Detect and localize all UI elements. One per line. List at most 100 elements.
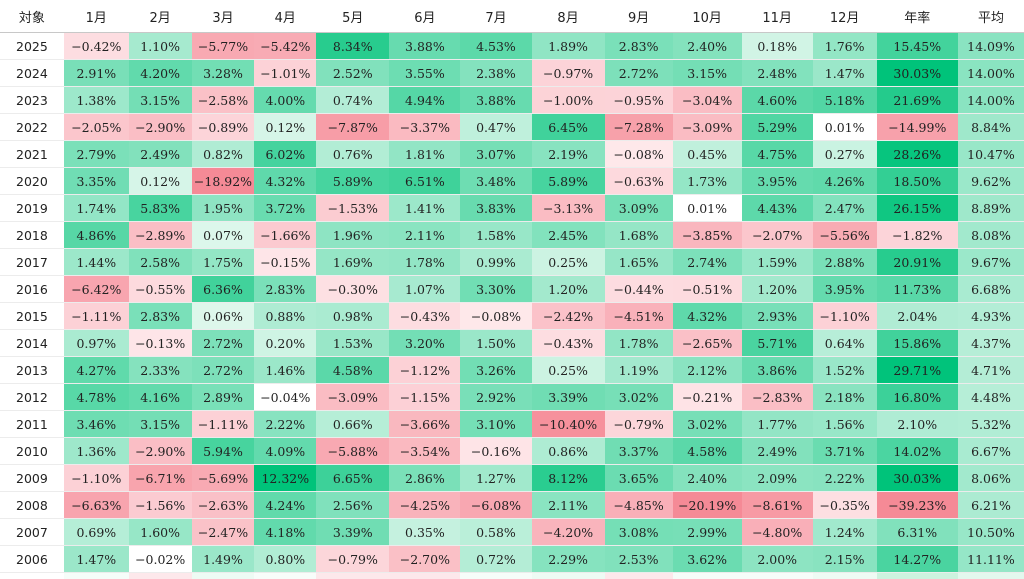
cell-annual: 30.03% bbox=[877, 60, 958, 87]
year-label: 2020 bbox=[0, 168, 64, 195]
year-label: 2025 bbox=[0, 33, 64, 60]
cell-jul: −0.16% bbox=[460, 438, 531, 465]
cell-mar: 1.49% bbox=[192, 546, 255, 573]
cell-mar: 2.72% bbox=[192, 357, 255, 384]
cell-dec: 2.15% bbox=[813, 546, 877, 573]
cell-sep: −7.28% bbox=[605, 114, 673, 141]
cell-oct: −3.04% bbox=[673, 87, 742, 114]
cell-jul: 3.88% bbox=[460, 87, 531, 114]
cell-feb: −2.90% bbox=[129, 114, 192, 141]
cutoff-cell bbox=[460, 573, 531, 579]
cell-oct: −3.09% bbox=[673, 114, 742, 141]
cell-jan: 4.27% bbox=[64, 357, 129, 384]
cell-aug: −1.00% bbox=[532, 87, 605, 114]
cell-sep: 2.53% bbox=[605, 546, 673, 573]
cell-jul: 4.53% bbox=[460, 33, 531, 60]
cell-jul: 0.72% bbox=[460, 546, 531, 573]
cell-aug: 0.25% bbox=[532, 357, 605, 384]
cell-jan: −2.05% bbox=[64, 114, 129, 141]
cell-may: 1.69% bbox=[316, 249, 389, 276]
year-label: 2011 bbox=[0, 411, 64, 438]
cell-nov: 2.49% bbox=[742, 438, 813, 465]
cell-jan: 1.44% bbox=[64, 249, 129, 276]
cell-apr: 4.09% bbox=[254, 438, 316, 465]
cell-oct: 2.99% bbox=[673, 519, 742, 546]
cell-mar: 0.82% bbox=[192, 141, 255, 168]
cell-oct: 2.40% bbox=[673, 465, 742, 492]
cell-apr: 1.46% bbox=[254, 357, 316, 384]
cutoff-cell bbox=[389, 573, 460, 579]
cell-may: −3.09% bbox=[316, 384, 389, 411]
cell-annual: 20.91% bbox=[877, 249, 958, 276]
cell-oct: 4.58% bbox=[673, 438, 742, 465]
table-row: 2015−1.11%2.83%0.06%0.88%0.98%−0.43%−0.0… bbox=[0, 303, 1024, 330]
cell-nov: 2.00% bbox=[742, 546, 813, 573]
cell-nov: −4.80% bbox=[742, 519, 813, 546]
cell-may: 0.66% bbox=[316, 411, 389, 438]
cell-sep: −0.44% bbox=[605, 276, 673, 303]
cell-aug: 2.29% bbox=[532, 546, 605, 573]
year-label: 2015 bbox=[0, 303, 64, 330]
cell-average: 14.00% bbox=[958, 60, 1024, 87]
cell-nov: 4.75% bbox=[742, 141, 813, 168]
cell-may: 4.58% bbox=[316, 357, 389, 384]
cell-aug: 3.39% bbox=[532, 384, 605, 411]
cell-oct: −2.65% bbox=[673, 330, 742, 357]
cell-oct: 1.73% bbox=[673, 168, 742, 195]
header-jul: 7月 bbox=[460, 0, 531, 33]
cell-annual: 2.04% bbox=[877, 303, 958, 330]
header-jan: 1月 bbox=[64, 0, 129, 33]
cell-jan: 3.35% bbox=[64, 168, 129, 195]
cell-jul: 1.58% bbox=[460, 222, 531, 249]
cell-feb: −1.56% bbox=[129, 492, 192, 519]
cell-annual: 15.45% bbox=[877, 33, 958, 60]
cell-nov: 3.86% bbox=[742, 357, 813, 384]
header-dec: 12月 bbox=[813, 0, 877, 33]
cell-sep: 1.68% bbox=[605, 222, 673, 249]
cell-jun: 6.51% bbox=[389, 168, 460, 195]
cell-jan: −6.63% bbox=[64, 492, 129, 519]
cell-nov: −2.07% bbox=[742, 222, 813, 249]
cell-dec: −0.35% bbox=[813, 492, 877, 519]
cell-jun: 1.41% bbox=[389, 195, 460, 222]
cell-jan: 1.74% bbox=[64, 195, 129, 222]
cell-jun: 4.94% bbox=[389, 87, 460, 114]
cell-annual: 28.26% bbox=[877, 141, 958, 168]
cell-oct: −3.85% bbox=[673, 222, 742, 249]
cell-oct: 2.74% bbox=[673, 249, 742, 276]
cell-may: −7.87% bbox=[316, 114, 389, 141]
cell-average: 4.37% bbox=[958, 330, 1024, 357]
cell-aug: 2.19% bbox=[532, 141, 605, 168]
cell-average: 10.50% bbox=[958, 519, 1024, 546]
cell-aug: 0.86% bbox=[532, 438, 605, 465]
cell-jul: −6.08% bbox=[460, 492, 531, 519]
year-label: 2006 bbox=[0, 546, 64, 573]
cell-sep: −0.08% bbox=[605, 141, 673, 168]
cell-annual: 30.03% bbox=[877, 465, 958, 492]
cell-annual: 11.73% bbox=[877, 276, 958, 303]
cell-nov: 4.43% bbox=[742, 195, 813, 222]
cell-mar: 0.07% bbox=[192, 222, 255, 249]
header-jun: 6月 bbox=[389, 0, 460, 33]
cell-jul: −0.08% bbox=[460, 303, 531, 330]
cell-apr: −1.01% bbox=[254, 60, 316, 87]
cell-mar: −5.69% bbox=[192, 465, 255, 492]
cell-mar: 5.94% bbox=[192, 438, 255, 465]
cell-sep: −0.79% bbox=[605, 411, 673, 438]
header-target: 対象 bbox=[0, 0, 64, 33]
cell-may: 0.76% bbox=[316, 141, 389, 168]
cell-average: 6.21% bbox=[958, 492, 1024, 519]
cell-nov: 1.77% bbox=[742, 411, 813, 438]
cell-nov: −8.61% bbox=[742, 492, 813, 519]
cell-apr: 2.83% bbox=[254, 276, 316, 303]
cell-apr: −0.04% bbox=[254, 384, 316, 411]
cell-oct: −20.19% bbox=[673, 492, 742, 519]
cell-nov: 4.60% bbox=[742, 87, 813, 114]
